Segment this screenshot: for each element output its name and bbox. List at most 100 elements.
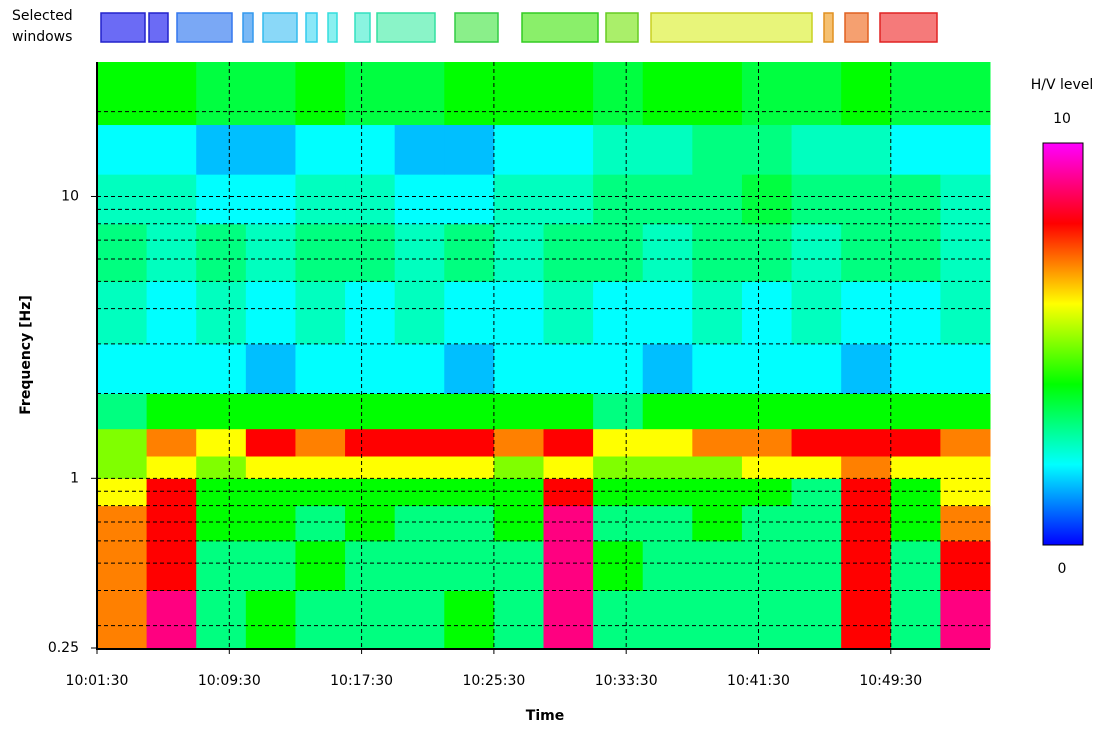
heatmap-cell — [444, 455, 495, 479]
heatmap-cell — [692, 343, 743, 394]
heatmap-cell — [543, 428, 594, 457]
heatmap-cell — [692, 505, 743, 542]
heatmap-cell — [741, 174, 793, 225]
x-axis-title: Time — [526, 708, 564, 724]
heatmap-cell — [493, 343, 544, 394]
heatmap-cell — [295, 124, 346, 175]
heatmap-cell — [692, 281, 743, 345]
heatmap-cell — [245, 540, 296, 591]
heatmap-cell — [345, 124, 396, 175]
heatmap-cell — [394, 281, 445, 345]
heatmap-cell — [493, 428, 544, 457]
heatmap-cell — [345, 281, 396, 345]
x-tick-label: 10:49:30 — [859, 673, 922, 689]
heatmap-cell — [741, 540, 793, 591]
heatmap-cell — [394, 124, 445, 175]
heatmap-cell — [196, 455, 247, 479]
heatmap-cell — [890, 540, 941, 591]
heatmap-cell — [245, 174, 296, 225]
heatmap-cell — [890, 428, 941, 457]
heatmap-cell — [394, 540, 445, 591]
heatmap-cell — [493, 478, 544, 507]
heatmap-cell — [493, 124, 544, 175]
heatmap-cell — [940, 540, 991, 591]
heatmap-cell — [196, 124, 247, 175]
heatmap-cell — [791, 540, 842, 591]
heatmap-cell — [543, 174, 594, 225]
heatmap-cell — [741, 281, 793, 345]
heatmap-cell — [444, 174, 495, 225]
heatmap-cell — [196, 62, 247, 126]
heatmap-cell — [245, 281, 296, 345]
heatmap-cell — [97, 455, 148, 479]
heatmap-cell — [890, 393, 941, 430]
heatmap-cell — [146, 393, 197, 430]
window-block — [305, 12, 318, 43]
heatmap-cell — [146, 343, 197, 394]
heatmap-cell — [940, 223, 991, 282]
heatmap-cell — [245, 455, 296, 479]
window-block — [176, 12, 233, 43]
window-block — [521, 12, 599, 43]
heatmap-cell — [940, 505, 991, 542]
heatmap-cell — [593, 590, 644, 649]
heatmap-cell — [841, 281, 892, 345]
heatmap-cell — [543, 223, 594, 282]
heatmap-cell — [146, 455, 197, 479]
heatmap-cell — [196, 428, 247, 457]
heatmap-cell — [890, 174, 941, 225]
window-block — [650, 12, 813, 43]
heatmap-cell — [345, 223, 396, 282]
window-block — [454, 12, 499, 43]
heatmap-cell — [692, 590, 743, 649]
heatmap-cell — [295, 174, 346, 225]
heatmap-cell — [196, 505, 247, 542]
heatmap-cell — [543, 455, 594, 479]
heatmap-cell — [692, 393, 743, 430]
heatmap-cell — [196, 590, 247, 649]
heatmap-cell — [97, 505, 148, 542]
grid — [97, 62, 990, 648]
heatmap-cell — [741, 505, 793, 542]
y-tick-label: 0.25 — [48, 640, 79, 656]
heatmap-cell — [791, 124, 842, 175]
heatmap-cell — [245, 124, 296, 175]
heatmap-cell — [593, 281, 644, 345]
heatmap-cell — [97, 478, 148, 507]
heatmap-cell — [642, 281, 693, 345]
heatmap-cell — [593, 455, 644, 479]
heatmap-cell — [692, 174, 743, 225]
heatmap-cell — [345, 393, 396, 430]
heatmap-cell — [593, 540, 644, 591]
heatmap-cell — [890, 455, 941, 479]
heatmap-cell — [642, 590, 693, 649]
windows-label: Selected — [12, 8, 73, 24]
heatmap-cell — [593, 174, 644, 225]
heatmap-cell — [593, 428, 644, 457]
heatmap-cell — [245, 478, 296, 507]
heatmap-cell — [841, 174, 892, 225]
heatmap-cell — [940, 343, 991, 394]
heatmap-cell — [295, 281, 346, 345]
y-tick-label: 10 — [61, 188, 79, 204]
heatmap-cell — [394, 62, 445, 126]
heatmap-cell — [97, 223, 148, 282]
heatmap-cell — [692, 62, 743, 126]
heatmap-cell — [394, 455, 445, 479]
heatmap-cell — [841, 393, 892, 430]
heatmap-cell — [543, 393, 594, 430]
heatmap-cell — [146, 428, 197, 457]
heatmap-cell — [940, 281, 991, 345]
heatmap-cell — [196, 540, 247, 591]
heatmap-cell — [543, 478, 594, 507]
x-tick-label: 10:17:30 — [330, 673, 393, 689]
heatmap-cell — [543, 124, 594, 175]
heatmap-cell — [692, 478, 743, 507]
heatmap-cell — [493, 505, 544, 542]
heatmap-cell — [890, 124, 941, 175]
window-block — [148, 12, 169, 43]
x-tick-label: 10:25:30 — [462, 673, 525, 689]
heatmap-cell — [791, 223, 842, 282]
window-block — [327, 12, 338, 43]
